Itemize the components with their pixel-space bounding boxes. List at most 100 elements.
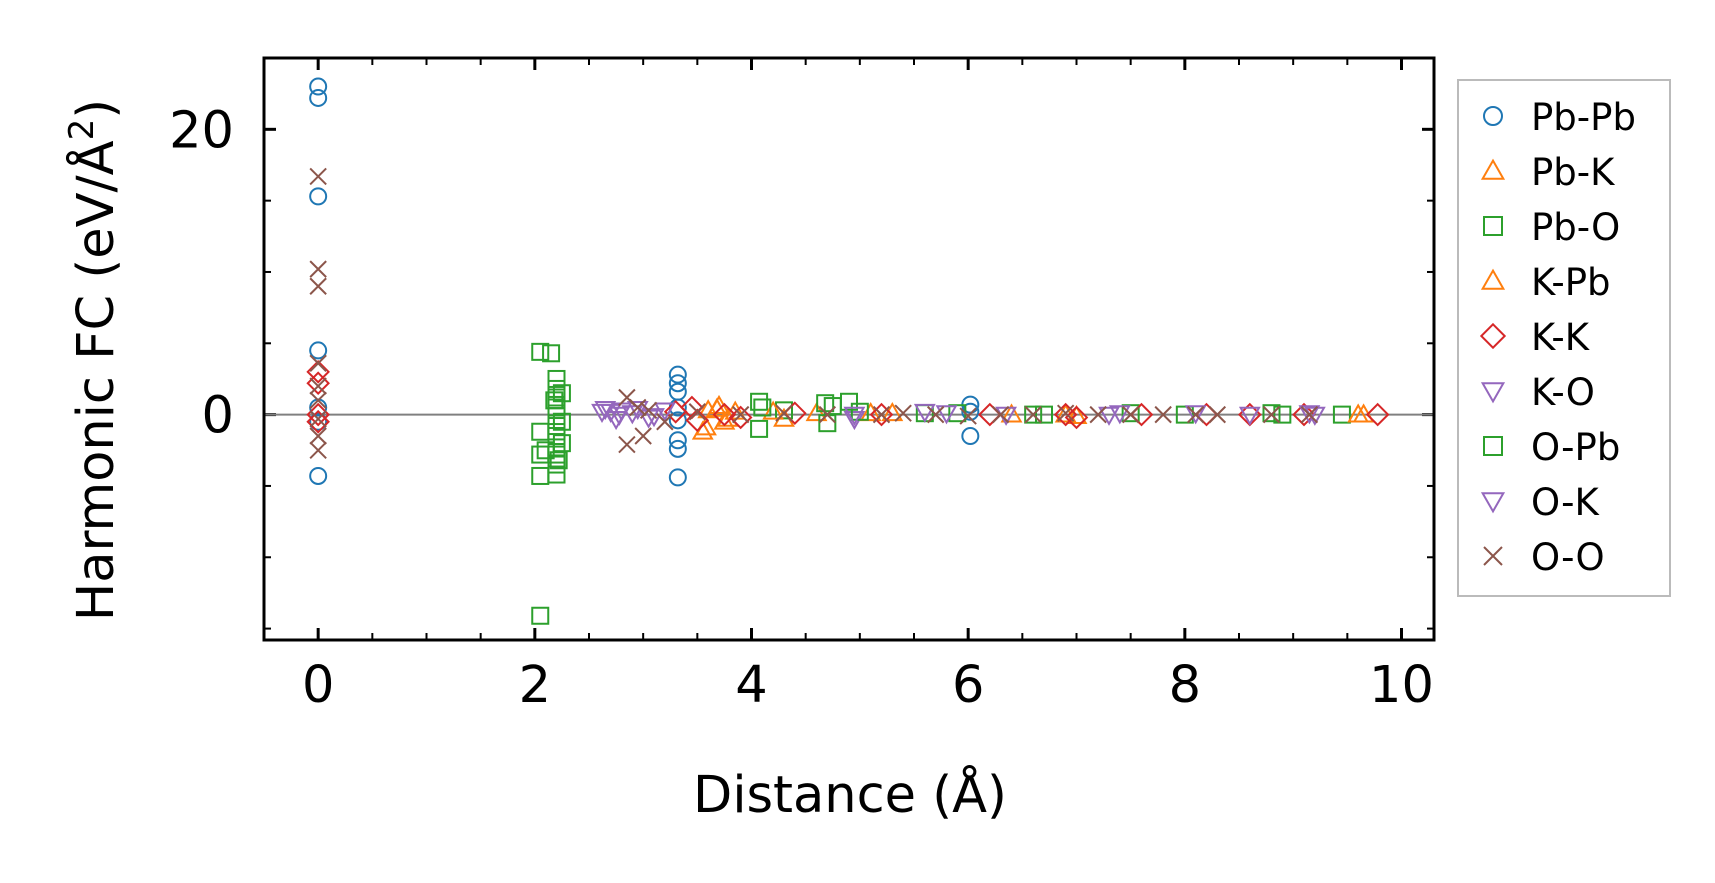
data-point bbox=[775, 404, 793, 422]
data-point bbox=[881, 401, 904, 422]
data-point bbox=[1262, 404, 1281, 423]
x-tick-label: 0 bbox=[302, 656, 334, 715]
data-point bbox=[1332, 405, 1351, 424]
data-point bbox=[1186, 405, 1205, 424]
data-point bbox=[753, 398, 772, 417]
data-point bbox=[750, 419, 769, 438]
data-point bbox=[728, 405, 753, 430]
data-point bbox=[1273, 405, 1292, 424]
x-tick-label: 6 bbox=[952, 656, 984, 715]
legend-marker bbox=[1479, 322, 1507, 350]
data-point bbox=[935, 405, 958, 425]
tick-labels: 0 2 4 6 8 10 0 20 bbox=[169, 101, 1434, 715]
data-point bbox=[634, 427, 652, 445]
data-point bbox=[688, 403, 707, 421]
legend: Pb-Pb Pb-K Pb-O K-Pb K-K K-O O-Pb O-K O-O bbox=[1457, 79, 1671, 597]
data-point bbox=[309, 354, 327, 372]
data-point bbox=[1089, 405, 1107, 424]
data-point bbox=[621, 405, 644, 425]
data-point bbox=[1121, 405, 1140, 424]
data-point bbox=[818, 414, 837, 433]
data-point bbox=[1000, 403, 1023, 423]
data-point bbox=[531, 422, 550, 441]
data-point bbox=[894, 404, 912, 422]
data-point bbox=[859, 401, 882, 422]
y-tick-label: 20 bbox=[169, 101, 234, 160]
data-point bbox=[1365, 402, 1390, 427]
legend-marker bbox=[1483, 436, 1503, 456]
legend-label: K-O bbox=[1531, 371, 1595, 414]
legend-label: K-Pb bbox=[1531, 261, 1611, 304]
data-point bbox=[608, 406, 631, 426]
data-point bbox=[309, 427, 327, 445]
data-point bbox=[531, 466, 550, 485]
data-point bbox=[309, 77, 328, 96]
data-point bbox=[1298, 405, 1321, 425]
axis-ticks bbox=[263, 57, 1434, 640]
data-point bbox=[309, 187, 328, 206]
data-point bbox=[961, 402, 980, 421]
legend-marker bbox=[1483, 216, 1503, 236]
data-point bbox=[591, 403, 613, 423]
data-point bbox=[531, 445, 550, 464]
data-point bbox=[1154, 405, 1172, 424]
data-point bbox=[643, 408, 665, 428]
legend-label: O-K bbox=[1531, 481, 1601, 524]
data-point bbox=[547, 455, 566, 474]
data-point bbox=[1056, 404, 1075, 422]
data-point bbox=[668, 468, 687, 487]
x-tick-label: 10 bbox=[1369, 656, 1434, 715]
data-point bbox=[1098, 406, 1120, 426]
legend-marker bbox=[1483, 546, 1503, 566]
data-point bbox=[547, 445, 566, 464]
series-k-k bbox=[306, 360, 1390, 434]
y-axis-label: Harmonic FC (eV/Å2) bbox=[62, 99, 126, 621]
data-point bbox=[552, 412, 571, 431]
data-point bbox=[872, 405, 891, 424]
legend-label: Pb-Pb bbox=[1531, 96, 1636, 139]
legend-marker bbox=[1480, 382, 1506, 404]
data-point bbox=[531, 606, 550, 625]
data-point bbox=[306, 409, 330, 434]
data-point bbox=[309, 410, 327, 428]
data-point bbox=[1208, 405, 1227, 424]
data-point bbox=[1121, 404, 1140, 423]
data-point bbox=[653, 402, 676, 422]
x-tick-label: 2 bbox=[519, 656, 551, 715]
legend-label: Pb-K bbox=[1531, 151, 1616, 194]
data-point bbox=[309, 466, 328, 485]
data-point bbox=[991, 405, 1010, 424]
data-point bbox=[309, 88, 328, 107]
data-point bbox=[549, 451, 568, 470]
data-point bbox=[1238, 406, 1261, 426]
data-point bbox=[309, 377, 327, 395]
data-point bbox=[626, 401, 649, 421]
data-point bbox=[618, 435, 636, 454]
data-point bbox=[309, 167, 327, 186]
data-point bbox=[1024, 405, 1043, 424]
y-tick-label: 0 bbox=[202, 387, 234, 446]
data-point bbox=[309, 277, 327, 295]
data-point bbox=[762, 400, 785, 420]
y-axis-label-sup: 2 bbox=[62, 119, 102, 141]
data-point bbox=[536, 441, 555, 460]
plot-frame bbox=[262, 56, 1436, 642]
data-point bbox=[712, 402, 737, 427]
data-point bbox=[547, 369, 566, 388]
data-point bbox=[843, 406, 866, 426]
data-point bbox=[823, 397, 842, 416]
data-point bbox=[818, 405, 837, 424]
data-point bbox=[594, 401, 617, 421]
data-point bbox=[545, 391, 564, 410]
data-point bbox=[959, 407, 977, 425]
data-point bbox=[531, 342, 550, 361]
data-point bbox=[309, 391, 327, 410]
data-point bbox=[926, 405, 945, 424]
data-point bbox=[1064, 405, 1089, 430]
y-axis-label-close: ) bbox=[67, 99, 126, 119]
legend-label: O-O bbox=[1531, 536, 1605, 579]
data-point bbox=[547, 388, 566, 407]
data-point bbox=[1175, 405, 1194, 424]
series-o-pb bbox=[536, 344, 1292, 470]
